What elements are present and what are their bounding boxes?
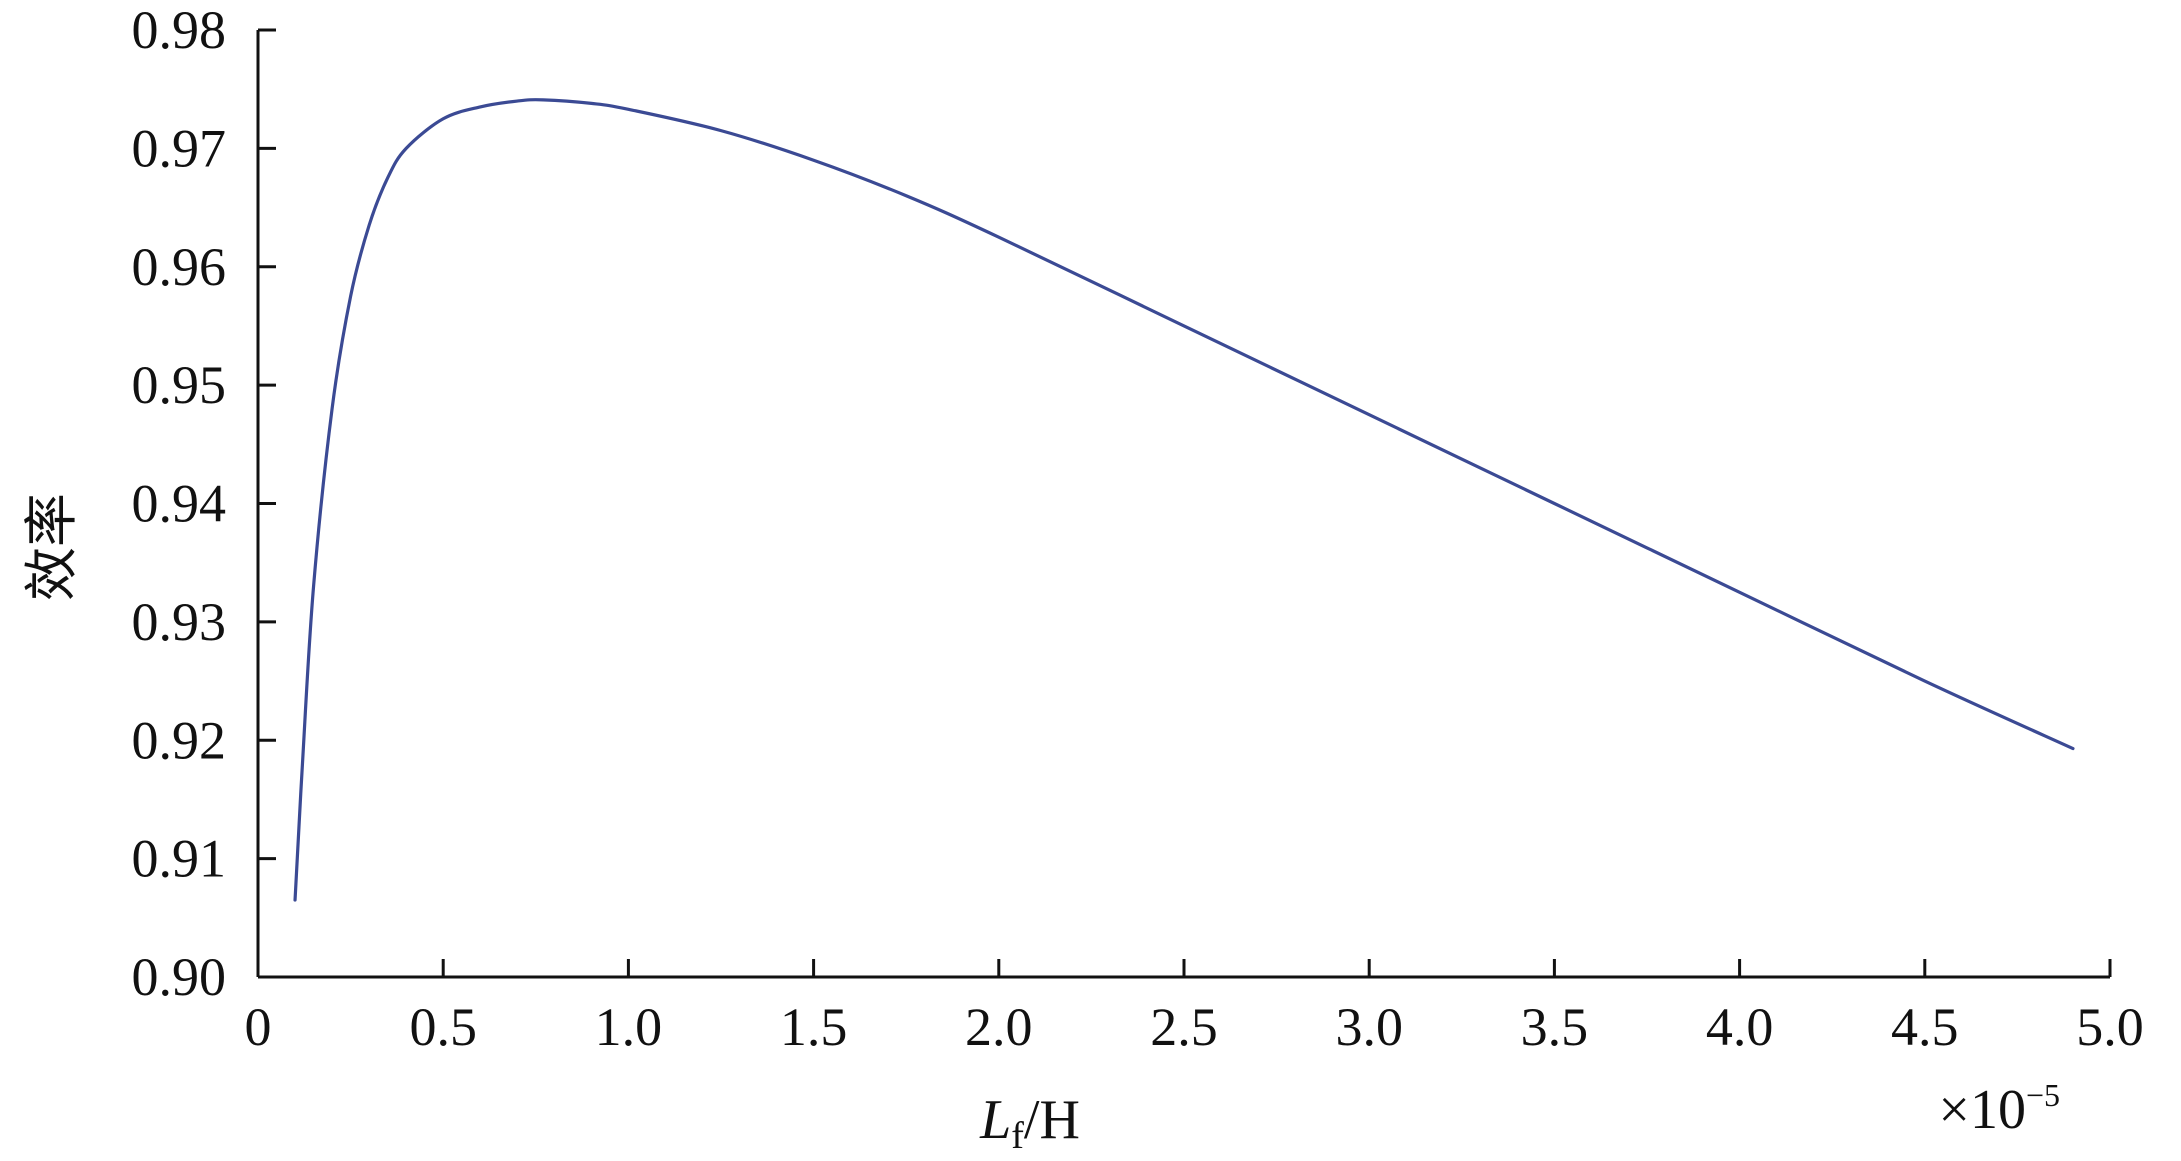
x-tick-label: 0 bbox=[245, 997, 272, 1057]
y-tick-label: 0.90 bbox=[132, 947, 227, 1007]
x-axis-multiplier-base: ×10 bbox=[1938, 1079, 2026, 1141]
y-axis-ticks: 0.90 0.91 0.92 0.93 0.94 0.95 0.96 0.97 0.98 bbox=[132, 0, 276, 1007]
y-tick-label: 0.93 bbox=[132, 592, 227, 652]
chart-axes bbox=[256, 30, 2110, 979]
x-axis-label: Lf/H bbox=[979, 1089, 1080, 1157]
x-tick-label: 5.0 bbox=[2076, 997, 2144, 1057]
x-tick-label: 4.5 bbox=[1891, 997, 1959, 1057]
y-tick-label: 0.98 bbox=[132, 0, 227, 60]
y-tick-label: 0.92 bbox=[132, 710, 227, 770]
x-axis-multiplier-exponent: −5 bbox=[2026, 1077, 2060, 1113]
x-axis-label-unit: /H bbox=[1024, 1089, 1080, 1151]
x-tick-label: 1.0 bbox=[595, 997, 663, 1057]
x-tick-label: 3.0 bbox=[1335, 997, 1403, 1057]
x-axis-label-subscript: f bbox=[1011, 1115, 1024, 1157]
x-tick-label: 2.0 bbox=[965, 997, 1033, 1057]
x-axis-multiplier: ×10−5 bbox=[1938, 1077, 2060, 1141]
x-axis-label-symbol: L bbox=[979, 1089, 1011, 1151]
x-axis-ticks: 0 0.5 1.0 1.5 2.0 2.5 3.0 3.5 4.0 4.5 5.0 bbox=[245, 959, 2144, 1057]
y-tick-label: 0.97 bbox=[132, 118, 227, 178]
x-tick-label: 1.5 bbox=[780, 997, 848, 1057]
x-tick-label: 3.5 bbox=[1521, 997, 1589, 1057]
y-axis-label: 效率 bbox=[20, 493, 83, 601]
efficiency-series-line bbox=[293, 98, 2075, 902]
y-tick-label: 0.91 bbox=[132, 829, 227, 889]
x-tick-label: 0.5 bbox=[409, 997, 477, 1057]
y-tick-label: 0.94 bbox=[132, 474, 227, 534]
x-tick-label: 4.0 bbox=[1706, 997, 1774, 1057]
y-tick-label: 0.95 bbox=[132, 355, 227, 415]
series-layer bbox=[293, 98, 2075, 902]
y-tick-label: 0.96 bbox=[132, 237, 227, 297]
x-tick-label: 2.5 bbox=[1150, 997, 1218, 1057]
